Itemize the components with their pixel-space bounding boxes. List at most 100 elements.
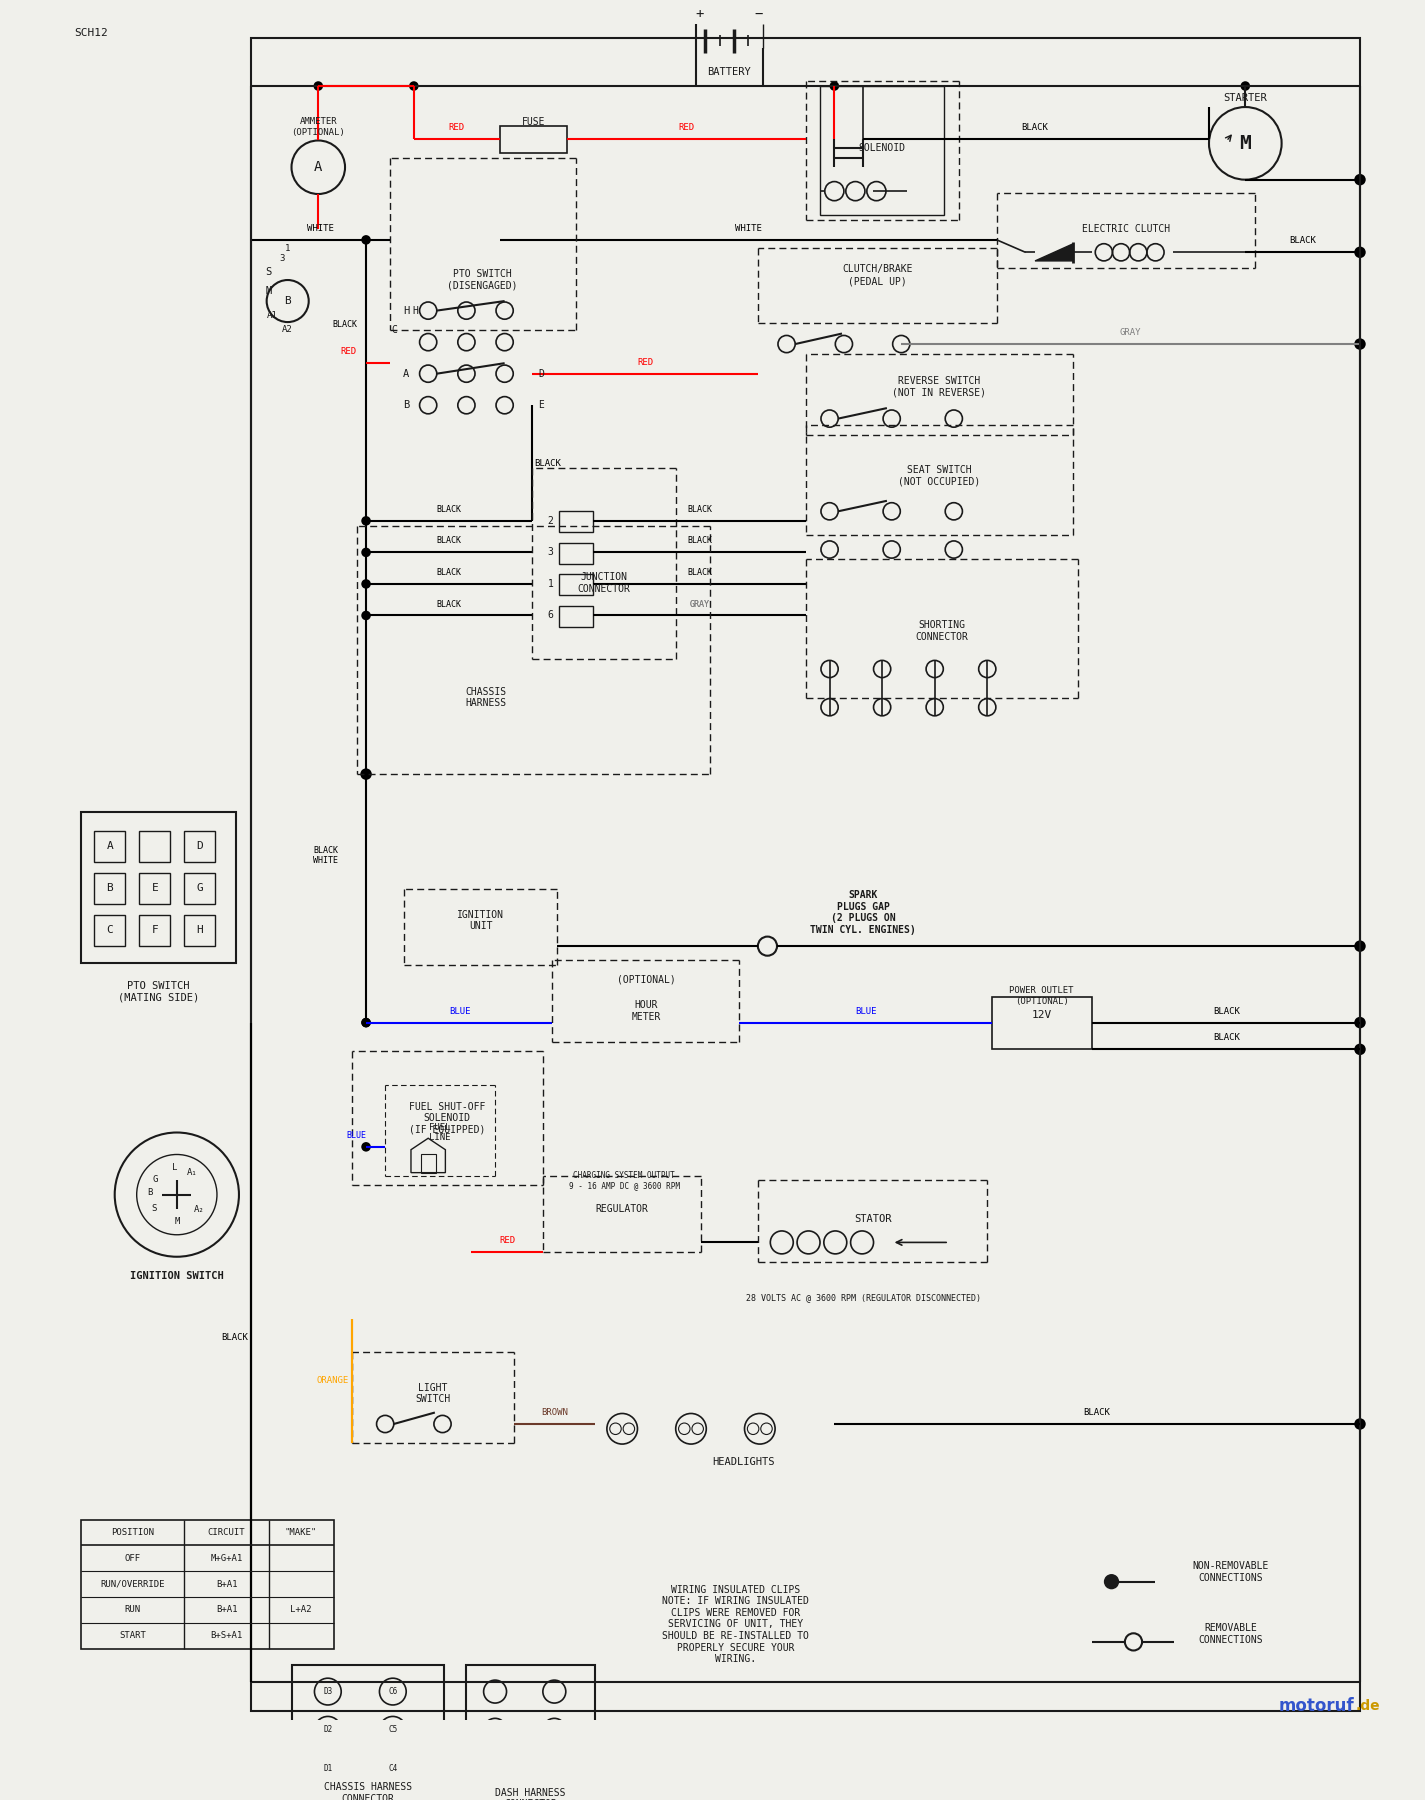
Bar [184,873,215,904]
Text: BLACK: BLACK [436,599,462,608]
Text: S: S [265,268,272,277]
Text: D2: D2 [323,1726,332,1735]
Text: AMMETER
(OPTIONAL): AMMETER (OPTIONAL) [291,117,345,137]
Text: C6: C6 [388,1687,398,1696]
Text: BATTERY: BATTERY [707,67,751,77]
Text: CIRCUIT: CIRCUIT [208,1528,245,1537]
Circle shape [362,547,370,558]
Text: PTO SWITCH
(DISENGAGED): PTO SWITCH (DISENGAGED) [447,270,517,292]
Circle shape [362,1017,370,1028]
Bar [992,997,1093,1049]
Text: RED: RED [678,122,694,131]
Text: A₂: A₂ [194,1206,204,1215]
Text: B: B [107,882,114,893]
Text: M: M [1240,133,1251,153]
Circle shape [1104,1573,1119,1589]
Text: B: B [403,400,409,410]
Text: BLACK: BLACK [1213,1006,1240,1015]
Text: C: C [392,324,398,335]
Text: 6: 6 [547,610,553,621]
Text: WIRING INSULATED CLIPS
NOTE: IF WIRING INSULATED
CLIPS WERE REMOVED FOR
SERVICIN: WIRING INSULATED CLIPS NOTE: IF WIRING I… [663,1584,809,1665]
Text: OFF: OFF [125,1553,141,1562]
Text: ELECTRIC CLUTCH: ELECTRIC CLUTCH [1082,225,1170,234]
Text: +: + [695,7,704,22]
Text: A: A [107,841,114,851]
Text: RED: RED [449,122,465,131]
Text: IGNITION
UNIT: IGNITION UNIT [457,909,504,931]
Text: BLACK: BLACK [436,504,462,513]
Circle shape [1354,1418,1365,1429]
Text: BLACK: BLACK [1022,122,1049,131]
Circle shape [1354,1044,1365,1055]
Text: E: E [151,882,158,893]
Text: GRAY: GRAY [1120,328,1141,337]
Text: B+A1: B+A1 [215,1580,238,1589]
Text: A: A [403,369,409,378]
Text: .de: .de [1355,1699,1379,1714]
Bar [559,607,593,626]
Text: BLACK: BLACK [1213,1033,1240,1042]
Text: RUN: RUN [125,1606,141,1615]
Text: B+A1: B+A1 [215,1606,238,1615]
Text: RED: RED [341,347,356,356]
Text: C: C [107,925,114,934]
Text: RED: RED [499,1237,516,1246]
Bar [138,830,170,862]
Circle shape [409,81,419,90]
Text: 1: 1 [285,245,291,254]
Text: 3: 3 [279,254,285,263]
Text: D3: D3 [323,1687,332,1696]
Text: BLACK: BLACK [436,569,462,578]
Text: WHITE: WHITE [735,223,762,232]
Text: −: − [755,7,762,22]
Bar [251,38,1359,1710]
Text: FUEL SHUT-OFF
SOLENOID
(IF EQUIPPED): FUEL SHUT-OFF SOLENOID (IF EQUIPPED) [409,1102,486,1134]
Circle shape [1354,1017,1365,1028]
Text: REMOVABLE
CONNECTIONS: REMOVABLE CONNECTIONS [1198,1624,1264,1645]
Circle shape [361,769,372,779]
Text: REGULATOR: REGULATOR [596,1204,648,1213]
Bar [94,914,125,947]
Text: BLACK: BLACK [222,1334,248,1343]
Circle shape [1241,81,1250,90]
Text: BLACK: BLACK [534,459,561,468]
Text: M: M [265,286,272,297]
Circle shape [314,81,323,90]
Text: LIGHT
SWITCH: LIGHT SWITCH [415,1382,450,1404]
Circle shape [829,81,839,90]
Text: BLUE: BLUE [346,1130,366,1139]
Text: SOLENOID: SOLENOID [859,144,906,153]
Circle shape [362,517,370,526]
Circle shape [1354,940,1365,952]
Text: HEADLIGHTS: HEADLIGHTS [712,1458,775,1467]
Text: "MAKE": "MAKE" [285,1528,318,1537]
Text: D: D [197,841,204,851]
Text: GRAY: GRAY [690,599,710,608]
Circle shape [1354,175,1365,185]
Text: G: G [152,1175,158,1184]
Text: M: M [174,1217,180,1226]
Text: RUN/OVERRIDE: RUN/OVERRIDE [101,1580,165,1589]
Text: STATOR: STATOR [854,1213,891,1224]
Text: FUSE: FUSE [522,117,544,128]
Text: SHORTING
CONNECTOR: SHORTING CONNECTOR [915,619,968,641]
Text: RED: RED [637,358,653,367]
Bar [138,914,170,947]
Circle shape [1354,338,1365,349]
Text: CHASSIS HARNESS
CONNECTOR
(MATING SIDE): CHASSIS HARNESS CONNECTOR (MATING SIDE) [323,1782,412,1800]
Text: BLACK: BLACK [436,536,462,545]
Circle shape [362,1017,370,1028]
Text: SPARK
PLUGS GAP
(2 PLUGS ON
TWIN CYL. ENGINES): SPARK PLUGS GAP (2 PLUGS ON TWIN CYL. EN… [811,891,916,934]
Bar [81,1519,333,1649]
Text: BLACK: BLACK [687,504,712,513]
Text: SCH12: SCH12 [74,29,108,38]
Text: DASH HARNESS
CONNECTOR: DASH HARNESS CONNECTOR [496,1787,566,1800]
Text: D: D [539,369,544,378]
Text: HOUR
METER: HOUR METER [631,1001,661,1022]
Text: BLACK: BLACK [1290,236,1317,245]
Circle shape [362,580,370,589]
Text: G: G [197,882,204,893]
Text: BLACK: BLACK [1084,1408,1110,1417]
Text: H: H [197,925,204,934]
Text: D1: D1 [323,1764,332,1773]
